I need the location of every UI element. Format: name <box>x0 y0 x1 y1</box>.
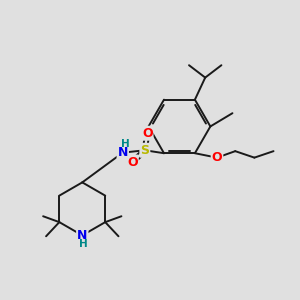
Text: O: O <box>127 156 138 169</box>
Text: H: H <box>80 238 88 249</box>
Text: O: O <box>212 151 222 164</box>
Text: N: N <box>77 229 88 242</box>
Text: H: H <box>121 140 130 149</box>
Text: N: N <box>118 146 128 159</box>
Text: O: O <box>142 127 152 140</box>
Text: S: S <box>140 144 149 157</box>
